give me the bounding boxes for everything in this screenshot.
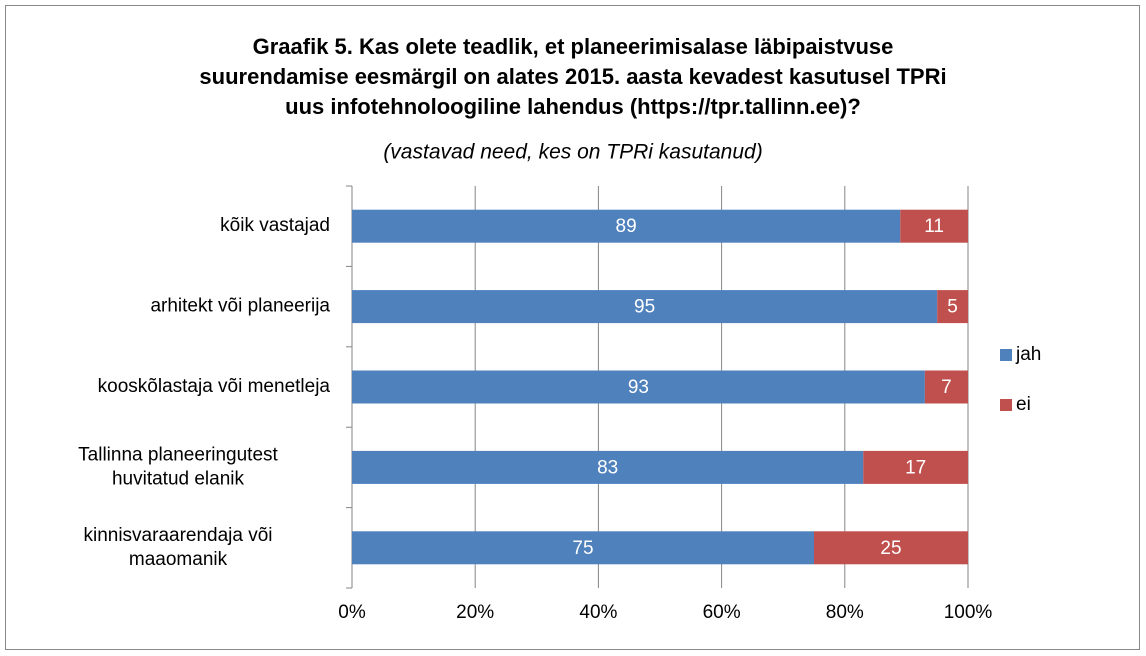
bar (352, 370, 925, 404)
bar (814, 531, 968, 565)
bar (900, 209, 968, 243)
legend-swatch (1000, 399, 1012, 411)
y-tick-label: kõik vastajad (220, 215, 330, 236)
data-label: 5 (947, 297, 958, 318)
data-label: 25 (880, 538, 901, 559)
bar (937, 290, 968, 324)
y-tick-label-line: huvitatud elanik (112, 468, 245, 489)
data-label: 17 (905, 457, 926, 478)
bar (863, 450, 968, 484)
x-tick-label: 0% (338, 602, 366, 623)
bar (352, 290, 938, 324)
data-label: 89 (616, 216, 637, 237)
y-tick-label-line: kooskõlastaja või menetleja (98, 376, 331, 397)
y-tick-label-line: kõik vastajad (220, 215, 330, 236)
bar (352, 209, 901, 243)
y-tick-label: kinnisvaraarendaja või maaomanik (83, 525, 272, 570)
chart-title: suurendamise eesmärgil on alates 2015. a… (199, 64, 946, 89)
data-label: 11 (924, 216, 944, 237)
bar (352, 450, 864, 484)
y-tick-label: arhitekt või planeerija (150, 296, 330, 317)
x-tick-label: 40% (579, 602, 617, 623)
data-label: 7 (941, 377, 952, 398)
legend-swatch (1000, 349, 1012, 361)
chart-title: Graafik 5. Kas olete teadlik, et planeer… (253, 34, 894, 59)
x-tick-label: 80% (826, 602, 864, 623)
legend-label: ei (1016, 394, 1031, 415)
y-tick-label-line: kinnisvaraarendaja või (83, 525, 272, 546)
y-tick-label: kooskõlastaja või menetleja (98, 376, 331, 397)
x-tick-label: 20% (456, 602, 494, 623)
bar (924, 370, 968, 404)
y-tick-label-line: arhitekt või planeerija (150, 296, 330, 317)
legend-label: jah (1015, 344, 1041, 365)
y-tick-label-line: Tallinna planeeringutest (78, 444, 278, 465)
data-label: 75 (572, 538, 593, 559)
y-tick-label-line: maaomanik (129, 549, 228, 570)
chart-title: uus infotehnoloogiline lahendus (https:/… (285, 94, 861, 119)
y-tick-label: Tallinna planeeringutest huvitatud elanik (78, 444, 278, 489)
data-label: 83 (597, 457, 618, 478)
x-tick-label: 100% (944, 602, 993, 623)
chart-subtitle: (vastavad need, kes on TPRi kasutanud) (383, 141, 762, 164)
x-tick-label: 60% (703, 602, 741, 623)
data-label: 93 (628, 377, 649, 398)
bar (352, 531, 814, 565)
data-label: 95 (634, 297, 655, 318)
